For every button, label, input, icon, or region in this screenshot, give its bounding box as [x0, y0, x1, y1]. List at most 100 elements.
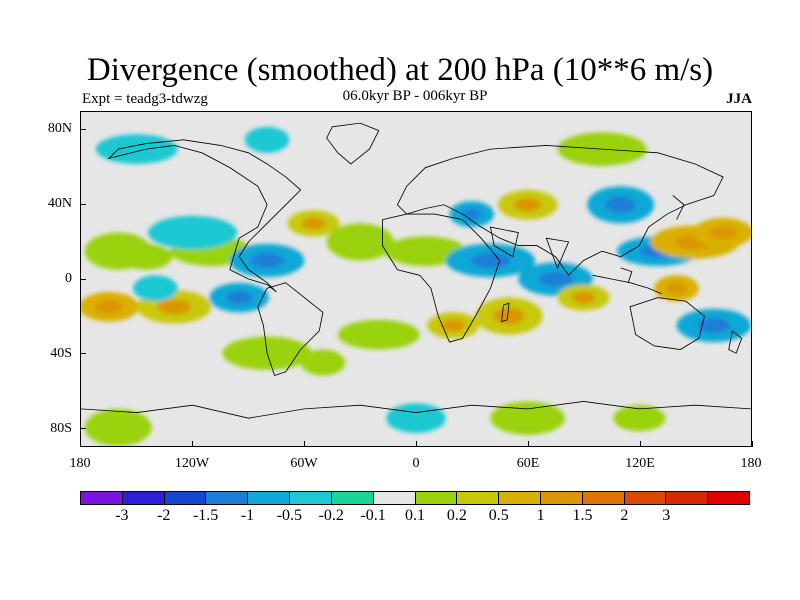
divergence-anomaly-core	[470, 252, 511, 268]
divergence-anomaly-core	[95, 300, 123, 314]
divergence-anomaly-core	[571, 291, 596, 304]
divergence-anomaly	[326, 223, 394, 261]
colorbar-label: -0.5	[276, 507, 303, 524]
divergence-anomaly	[384, 236, 467, 267]
colorbar-label: 2	[620, 507, 629, 524]
colorbar-label: -0.1	[360, 507, 386, 524]
divergence-anomaly	[300, 349, 346, 376]
y-tick-label: 0	[65, 271, 72, 286]
colorbar-swatch	[290, 492, 332, 504]
x-tick-label: 60W	[290, 456, 318, 471]
colorbar	[80, 491, 750, 505]
colorbar-label: 0.2	[446, 507, 467, 524]
divergence-anomaly-core	[493, 307, 525, 325]
y-tick-label: 80S	[50, 421, 72, 436]
map-plot-area	[80, 111, 752, 447]
divergence-anomaly-core	[697, 317, 731, 333]
y-tick-mark	[80, 129, 86, 131]
coastline-new-zealand	[728, 330, 743, 354]
colorbar-swatch	[206, 492, 249, 504]
divergence-anomaly-core	[709, 225, 737, 240]
divergence-anomaly	[84, 232, 152, 270]
time-period-subtitle: 06.0kyr BP - 006kyr BP	[342, 88, 488, 104]
x-tick-mark	[79, 441, 81, 447]
y-tick-mark	[80, 278, 86, 280]
experiment-label: Expt = teadg3-tdwzg	[82, 91, 208, 107]
y-tick-label: 80N	[47, 121, 72, 136]
colorbar-label: -1.5	[192, 507, 219, 524]
x-tick-label: 180	[69, 456, 91, 471]
divergence-map	[81, 122, 751, 446]
divergence-anomaly	[337, 319, 420, 350]
divergence-anomaly	[244, 126, 290, 153]
divergence-anomaly-core	[301, 217, 326, 230]
colorbar-swatch	[708, 492, 749, 504]
divergence-anomaly	[613, 405, 666, 432]
divergence-anomaly	[490, 401, 565, 435]
colorbar-label: 1.5	[572, 507, 593, 524]
coastline-eurasia	[396, 144, 724, 276]
x-tick-label: 180	[740, 456, 762, 471]
coastline-arabia	[489, 226, 519, 258]
y-tick-mark	[80, 203, 86, 205]
coastline-indonesia	[592, 274, 662, 295]
colorbar-label: -3	[115, 507, 129, 524]
colorbar-swatch	[415, 492, 458, 504]
colorbar-swatch	[164, 492, 207, 504]
colorbar-label: 3	[662, 507, 671, 524]
coastline-africa	[382, 213, 501, 343]
colorbar-label: -2	[157, 507, 171, 524]
colorbar-swatch	[457, 492, 500, 504]
colorbar-label: -1	[240, 507, 255, 524]
divergence-anomaly-core	[514, 198, 542, 212]
divergence-anomaly	[133, 275, 178, 302]
coastline-japan	[672, 195, 685, 220]
colorbar-swatch	[666, 492, 709, 504]
colorbar-swatch	[540, 492, 583, 504]
divergence-anomaly-core	[225, 290, 253, 305]
divergence-anomaly-core	[461, 208, 482, 220]
divergence-anomaly-core	[666, 282, 687, 295]
divergence-anomaly-core	[441, 319, 465, 332]
season-label: JJA	[726, 91, 752, 107]
y-tick-mark	[80, 353, 86, 355]
coastline-antarctica	[81, 401, 751, 419]
colorbar-label: -0.2	[318, 507, 344, 524]
x-tick-label: 120E	[625, 456, 655, 471]
divergence-anomaly-core	[538, 271, 573, 287]
coastline-india	[545, 237, 570, 269]
x-tick-mark	[303, 441, 305, 447]
y-tick-mark	[80, 427, 86, 429]
coastlines	[81, 122, 751, 419]
colorbar-swatch	[499, 492, 541, 504]
x-tick-label: 120W	[174, 456, 210, 471]
colorbar-label: 0.5	[488, 507, 509, 524]
divergence-anomaly	[386, 403, 446, 434]
coastline-australia	[629, 297, 705, 350]
x-tick-mark	[191, 441, 193, 447]
y-tick-label: 40N	[47, 196, 72, 211]
colorbar-label: 0.1	[405, 507, 425, 524]
x-tick-label: 60E	[516, 456, 540, 471]
x-tick-mark	[751, 441, 753, 447]
y-tick-label: 40S	[50, 346, 72, 361]
chart-title: Divergence (smoothed) at 200 hPa (10**6 …	[86, 52, 714, 88]
divergence-anomaly	[148, 215, 238, 250]
divergence-anomaly-core	[157, 299, 191, 315]
colorbar-swatch	[248, 492, 291, 504]
colorbar-label: 1	[536, 507, 545, 524]
coastline-north-america	[107, 139, 302, 293]
coastline-madagascar	[501, 302, 510, 323]
x-tick-mark	[527, 441, 529, 447]
divergence-anomaly-core	[605, 196, 636, 214]
x-tick-mark	[415, 441, 417, 447]
colorbar-swatch	[373, 492, 416, 504]
coastline-south-america	[257, 282, 324, 377]
divergence-anomaly-core	[250, 252, 284, 268]
divergence-anomaly	[84, 408, 152, 446]
colorbar-swatch	[582, 492, 625, 504]
colorbar-swatch	[331, 492, 374, 504]
x-tick-label: 0	[412, 456, 420, 471]
colorbar-swatch	[624, 492, 667, 504]
divergence-anomaly	[95, 134, 178, 164]
